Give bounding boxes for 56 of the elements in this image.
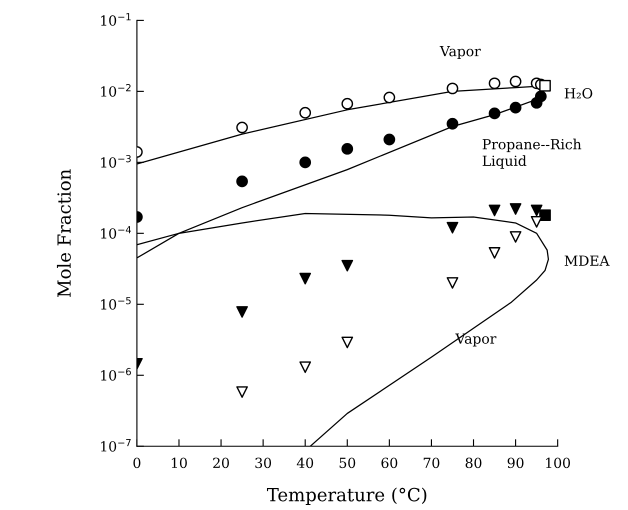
x-tick-label: 80 bbox=[466, 458, 482, 468]
x-tick-label: 100 bbox=[546, 458, 570, 468]
point bbox=[299, 156, 312, 168]
point bbox=[530, 216, 542, 228]
point bbox=[446, 118, 458, 130]
x-tick-label: 40 bbox=[296, 458, 314, 468]
point bbox=[299, 361, 312, 374]
y-tick-label: 10$^{−4}$ bbox=[101, 226, 131, 239]
point bbox=[488, 108, 500, 120]
point bbox=[236, 122, 248, 134]
x-tick-label: 10 bbox=[172, 458, 187, 468]
y-tick-label: 10$^{−3}$ bbox=[101, 154, 131, 168]
y-tick-label: 10$^{−7}$ bbox=[101, 439, 131, 452]
y-tick-label: 10$^{−1}$ bbox=[101, 13, 131, 26]
point bbox=[341, 98, 354, 110]
point bbox=[488, 247, 500, 259]
point bbox=[534, 90, 547, 102]
point bbox=[446, 82, 458, 94]
x-tick-label: 50 bbox=[340, 458, 356, 468]
point bbox=[539, 80, 551, 92]
text: MDEA bbox=[564, 256, 610, 266]
y-tick-label: 10$^{−5}$ bbox=[101, 297, 131, 310]
point bbox=[510, 102, 522, 114]
y-axis-title: Mole Fraction bbox=[56, 169, 71, 297]
point bbox=[384, 134, 396, 146]
annotation: Propane--Rich Liquid bbox=[482, 138, 582, 169]
point bbox=[488, 204, 500, 216]
point bbox=[530, 204, 542, 216]
x-tick-label: 20 bbox=[213, 458, 229, 468]
point bbox=[384, 92, 396, 104]
point bbox=[236, 386, 248, 398]
x-tick-label: 60 bbox=[381, 458, 398, 468]
point bbox=[510, 203, 522, 215]
x-tick-label: 30 bbox=[255, 458, 272, 468]
x-tick-label: 90 bbox=[508, 458, 524, 468]
annotation: Vapor bbox=[455, 333, 496, 347]
point bbox=[341, 260, 354, 272]
point bbox=[488, 77, 500, 90]
point bbox=[299, 272, 312, 284]
point bbox=[236, 306, 248, 318]
point bbox=[299, 106, 312, 119]
point bbox=[236, 176, 248, 188]
point bbox=[510, 231, 522, 243]
point bbox=[446, 222, 458, 234]
x-tick-label: 0 bbox=[133, 458, 140, 468]
annotation: Vapor bbox=[440, 46, 481, 60]
point bbox=[510, 76, 522, 88]
point bbox=[539, 209, 551, 222]
point bbox=[341, 142, 354, 155]
x-axis-title: Temperature (°C) bbox=[266, 487, 426, 505]
y-tick-label: 10$^{−6}$ bbox=[101, 368, 131, 381]
point bbox=[446, 277, 458, 289]
text: H₂O bbox=[564, 88, 592, 99]
y-tick-label: 10$^{−2}$ bbox=[101, 84, 131, 97]
point bbox=[341, 336, 354, 348]
x-tick-label: 70 bbox=[424, 458, 440, 468]
